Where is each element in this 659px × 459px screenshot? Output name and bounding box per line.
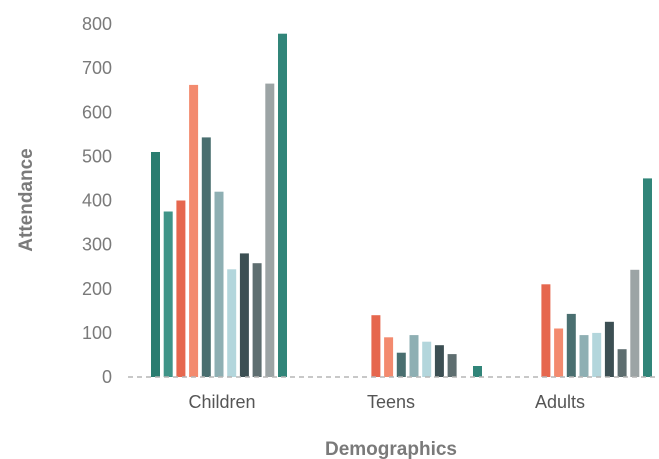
bar bbox=[239, 253, 249, 377]
bar bbox=[396, 352, 406, 377]
bar bbox=[447, 354, 457, 377]
bar bbox=[579, 335, 589, 377]
bar bbox=[630, 269, 640, 377]
y-axis-ticks: 0 100 200 300 400 500 600 700 800 bbox=[82, 14, 112, 387]
y-tick-label: 300 bbox=[82, 235, 112, 255]
bar bbox=[384, 337, 394, 377]
bar bbox=[422, 341, 432, 377]
y-tick-label: 700 bbox=[82, 58, 112, 78]
y-tick-label: 500 bbox=[82, 146, 112, 166]
bar bbox=[566, 313, 576, 377]
x-axis-labels: Children Teens Adults bbox=[188, 392, 585, 412]
y-tick-label: 200 bbox=[82, 279, 112, 299]
bar bbox=[371, 315, 381, 377]
bar bbox=[176, 200, 186, 377]
bar bbox=[592, 332, 602, 377]
bars bbox=[151, 33, 652, 378]
x-tick-label: Teens bbox=[367, 392, 415, 412]
bar bbox=[409, 335, 419, 377]
bar bbox=[201, 137, 211, 377]
y-tick-label: 800 bbox=[82, 14, 112, 34]
y-tick-label: 100 bbox=[82, 323, 112, 343]
bar bbox=[541, 284, 551, 377]
bar bbox=[617, 349, 627, 377]
x-axis-title: Demographics bbox=[325, 439, 457, 459]
y-tick-label: 600 bbox=[82, 102, 112, 122]
bar bbox=[252, 263, 262, 377]
x-tick-label: Adults bbox=[535, 392, 585, 412]
bar bbox=[643, 178, 652, 377]
bar bbox=[554, 328, 564, 377]
bar-group-teens bbox=[371, 315, 482, 377]
y-tick-label: 400 bbox=[82, 191, 112, 211]
bar bbox=[434, 345, 444, 377]
bar bbox=[227, 269, 237, 377]
y-axis-title: Attendance bbox=[16, 148, 37, 251]
bar bbox=[278, 33, 287, 377]
bar bbox=[189, 84, 199, 378]
bar bbox=[265, 83, 275, 377]
x-tick-label: Children bbox=[188, 392, 255, 412]
y-tick-label: 0 bbox=[102, 367, 112, 387]
bar bbox=[163, 211, 173, 377]
bar bbox=[151, 152, 160, 377]
bar-group-adults bbox=[541, 178, 652, 377]
bar bbox=[214, 191, 224, 377]
bar-group-children bbox=[151, 33, 287, 378]
bar bbox=[604, 321, 614, 377]
bar bbox=[473, 366, 482, 377]
